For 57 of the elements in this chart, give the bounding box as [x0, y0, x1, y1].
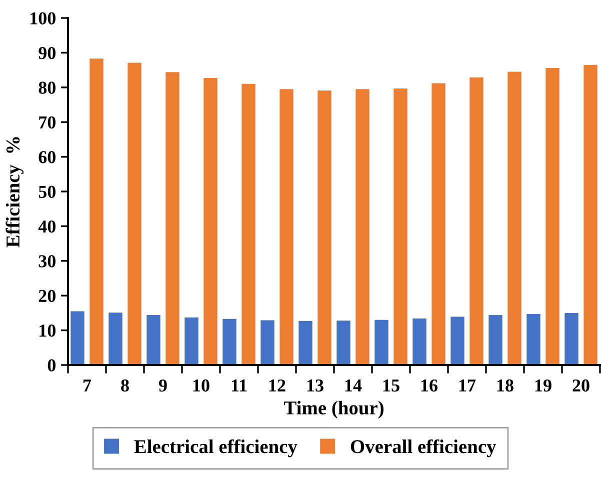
- x-tick-label: 10: [193, 379, 210, 392]
- y-tick-label: 10: [40, 324, 56, 337]
- y-tick-label: 20: [38, 290, 56, 302]
- bar: [242, 84, 256, 365]
- x-tick-label: 7: [84, 380, 92, 392]
- x-tick-label: 11: [232, 380, 247, 392]
- x-tick-label: 16: [421, 379, 438, 392]
- y-tick-label: 30: [38, 255, 56, 268]
- bar: [508, 72, 522, 365]
- x-tick-label: 8: [121, 379, 129, 392]
- bar: [280, 89, 294, 365]
- bar: [128, 62, 142, 365]
- x-axis-title: Time (hour): [284, 400, 384, 418]
- x-tick-label: 14: [345, 380, 362, 392]
- legend-label: Electrical efficiency: [134, 439, 298, 458]
- bar: [526, 314, 540, 365]
- bar: [146, 315, 160, 365]
- x-tick-label: 20: [572, 379, 590, 392]
- x-tick-label: 13: [307, 379, 324, 392]
- bar: [298, 320, 312, 365]
- bar: [70, 311, 84, 365]
- y-tick-label: 50: [38, 186, 56, 198]
- bar: [204, 78, 218, 365]
- x-tick-label: 9: [158, 379, 167, 392]
- bar: [584, 64, 598, 365]
- bar: [394, 88, 408, 365]
- bar: [318, 90, 332, 365]
- x-tick-label: 15: [383, 380, 400, 392]
- x-tick-label: 17: [459, 380, 476, 392]
- y-tick-label: 100: [30, 12, 56, 24]
- y-axis-title: Efficiency %: [6, 137, 24, 248]
- bar: [260, 320, 274, 365]
- bar: [166, 72, 180, 365]
- bar: [432, 83, 446, 365]
- bar: [470, 77, 484, 365]
- bar: [108, 312, 122, 365]
- y-tick-label: 60: [38, 151, 56, 164]
- bar: [222, 318, 236, 365]
- bar: [450, 316, 464, 365]
- bar: [412, 318, 426, 365]
- bar: [90, 58, 104, 365]
- bar: [336, 320, 350, 365]
- x-tick-label: 19: [535, 379, 552, 392]
- bar: [356, 89, 370, 365]
- bar: [184, 317, 198, 365]
- y-tick-label: 70: [39, 116, 56, 129]
- bar: [546, 68, 560, 365]
- y-tick-label: 90: [38, 46, 56, 60]
- bar: [488, 315, 502, 365]
- x-tick-label: 18: [497, 379, 514, 392]
- legend-label: Overall efficiency: [350, 439, 496, 458]
- bar: [374, 320, 388, 365]
- y-tick-label: 80: [38, 82, 56, 94]
- x-tick-label: 12: [269, 379, 286, 392]
- bar: [564, 312, 578, 365]
- y-tick-label: 0: [48, 359, 56, 372]
- y-tick-label: 40: [38, 220, 56, 233]
